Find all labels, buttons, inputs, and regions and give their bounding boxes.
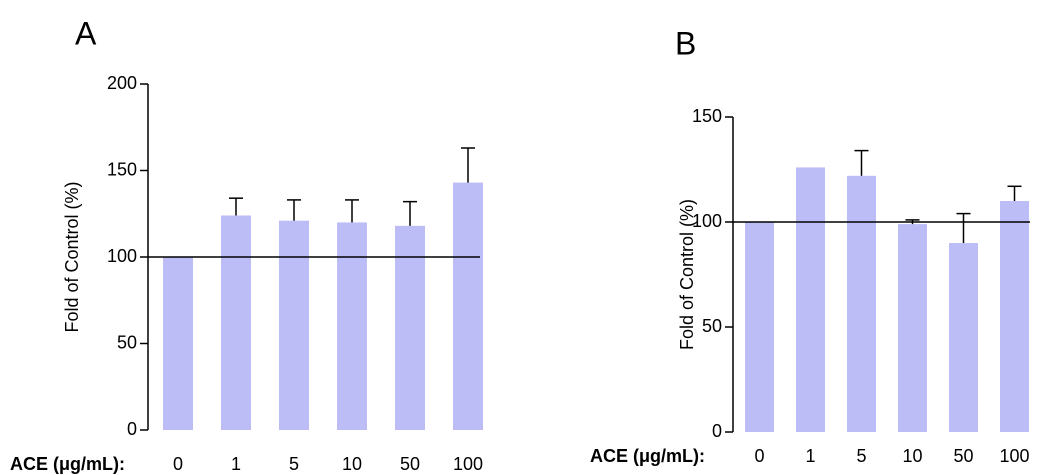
y-tick-label: 0 — [127, 419, 137, 439]
y-tick-label: 100 — [692, 211, 722, 231]
x-tick-label: 1 — [231, 454, 241, 474]
x-tick-label: 100 — [453, 454, 483, 474]
x-tick-label: 100 — [999, 446, 1029, 466]
y-tick-label: 150 — [107, 159, 137, 179]
x-axis-label: ACE (μg/mL): — [590, 446, 705, 466]
x-tick-label: 5 — [289, 454, 299, 474]
bar — [1000, 201, 1029, 432]
x-tick-label: 0 — [173, 454, 183, 474]
x-tick-label: 50 — [400, 454, 420, 474]
y-tick-label: 150 — [692, 106, 722, 126]
bar — [847, 175, 876, 433]
y-tick-label: 100 — [107, 246, 137, 266]
bar — [898, 224, 927, 432]
bar — [279, 220, 309, 430]
bar — [163, 257, 193, 430]
y-tick-label: 50 — [702, 316, 722, 336]
y-axis-label: Fold of Control (%) — [677, 199, 697, 350]
panel-label: A — [75, 15, 97, 51]
x-tick-label: 5 — [856, 446, 866, 466]
x-axis-label: ACE (μg/mL): — [10, 454, 125, 474]
x-tick-label: 10 — [902, 446, 922, 466]
bar — [221, 215, 251, 430]
bar — [949, 243, 978, 432]
x-tick-label: 50 — [953, 446, 973, 466]
y-axis-label: Fold of Control (%) — [62, 181, 82, 332]
x-tick-label: 1 — [805, 446, 815, 466]
y-tick-label: 50 — [117, 332, 137, 352]
bar — [796, 167, 825, 432]
panel-label: B — [675, 25, 696, 61]
y-tick-label: 200 — [107, 73, 137, 93]
y-tick-label: 0 — [712, 421, 722, 441]
bar — [337, 222, 367, 430]
bar — [745, 222, 774, 432]
bar — [395, 225, 425, 430]
x-tick-label: 0 — [754, 446, 764, 466]
bar — [453, 182, 483, 430]
x-tick-label: 10 — [342, 454, 362, 474]
